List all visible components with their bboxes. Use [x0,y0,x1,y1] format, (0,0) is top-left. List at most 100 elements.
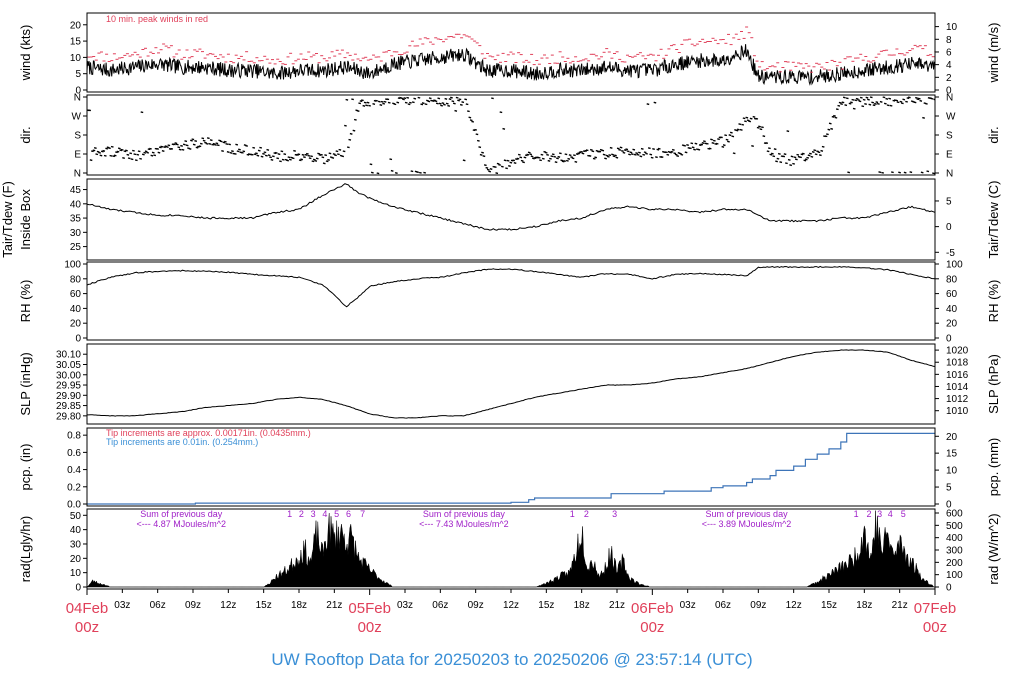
ytick-label-left: N [74,93,81,104]
day-label: 05Feb [348,600,391,617]
direction-point [163,146,166,149]
ylabel-right: SLP (hPa) [986,354,1001,414]
direction-point [892,99,896,102]
hour-marker: 1 [570,509,575,519]
hour-marker: 2 [584,509,589,519]
direction-point [700,143,704,146]
day-label: 06Feb [631,600,674,617]
direction-point [751,145,754,147]
direction-point [602,153,606,156]
direction-point [508,165,511,167]
direction-point [170,147,174,150]
direction-point [862,98,866,101]
ylabel-left: RH (%) [18,280,33,323]
direction-point [605,154,609,157]
direction-point [300,158,304,161]
direction-point [281,158,285,161]
direction-point [92,149,96,152]
ytick-label-left: 40 [70,304,82,315]
direction-point [574,160,578,163]
direction-point [898,171,901,174]
direction-point [291,157,295,160]
direction-point [461,101,465,104]
ytick-label-left: 0.8 [67,431,81,442]
direction-point [158,146,162,149]
direction-point [416,171,419,174]
direction-point [105,147,109,150]
direction-point [703,140,706,143]
direction-point [715,142,719,145]
direction-point [263,151,267,154]
direction-point [581,152,585,155]
direction-point [325,160,329,163]
direction-point [283,153,287,156]
direction-point [551,153,555,156]
direction-point [122,157,125,159]
direction-point [852,107,856,110]
hour-marker: 3 [877,509,882,519]
panel-wind: 0 5 10 15 20 0 2 4 68 10 wind (kts) wind (m/s) 10 mi… [18,12,1001,97]
direction-point [824,135,828,138]
direction-point [409,101,412,104]
direction-point [775,160,778,163]
direction-point [513,162,517,164]
direction-point [505,167,508,170]
direction-point [547,159,551,162]
direction-point [404,101,408,104]
ytick-label-left: N [74,169,81,180]
direction-point [383,100,387,103]
direction-point [103,154,107,157]
direction-point [553,155,557,158]
direction-point [652,148,655,150]
ytick-label-right: 6 [946,47,952,58]
ytick-label-left: 45 [70,185,82,196]
direction-point [353,118,357,121]
direction-point [379,104,383,106]
direction-point [413,97,417,100]
direction-point [428,97,432,100]
ytick-label-right: 1014 [946,382,969,393]
direction-point [524,154,528,157]
direction-point [397,97,401,100]
direction-point [845,97,849,100]
direction-point [811,151,815,153]
temperature-frame [86,178,936,261]
direction-point [322,162,326,165]
direction-point [165,146,169,148]
direction-point [517,153,521,156]
direction-point [755,117,759,120]
day-sum-line2: <--- 3.89 MJoules/m^2 [702,519,792,529]
ylabel-left: Tair/Tdew (F) [0,181,15,258]
ytick-label-right: 5 [946,196,952,207]
direction-point [119,149,123,152]
ytick-label-right: 5 [946,483,952,494]
direction-point [211,143,215,146]
direction-point [546,153,549,156]
direction-point [132,149,135,152]
ytick-label-left: 20 [70,319,82,330]
direction-point [393,103,397,106]
ytick-label-right: 0 [946,583,952,594]
direction-point [649,153,653,156]
direction-point [674,153,678,156]
direction-point [895,99,899,102]
direction-point [861,105,865,108]
direction-point [468,116,472,119]
direction-point [151,151,155,154]
time-tick-label: 06z [150,600,166,611]
direction-point [731,135,735,138]
direction-point [206,137,210,140]
direction-point [907,96,911,99]
direction-point [96,150,100,153]
direction-point [123,150,127,153]
direction-point [380,100,384,103]
direction-point [900,102,904,105]
direction-point [402,98,405,101]
direction-point [772,155,776,158]
direction-point [141,153,145,156]
direction-point [229,151,233,154]
ytick-label-left: 80 [70,274,82,285]
direction-point [144,150,148,153]
direction-point [541,157,545,160]
time-tick-label: 18z [856,600,872,611]
